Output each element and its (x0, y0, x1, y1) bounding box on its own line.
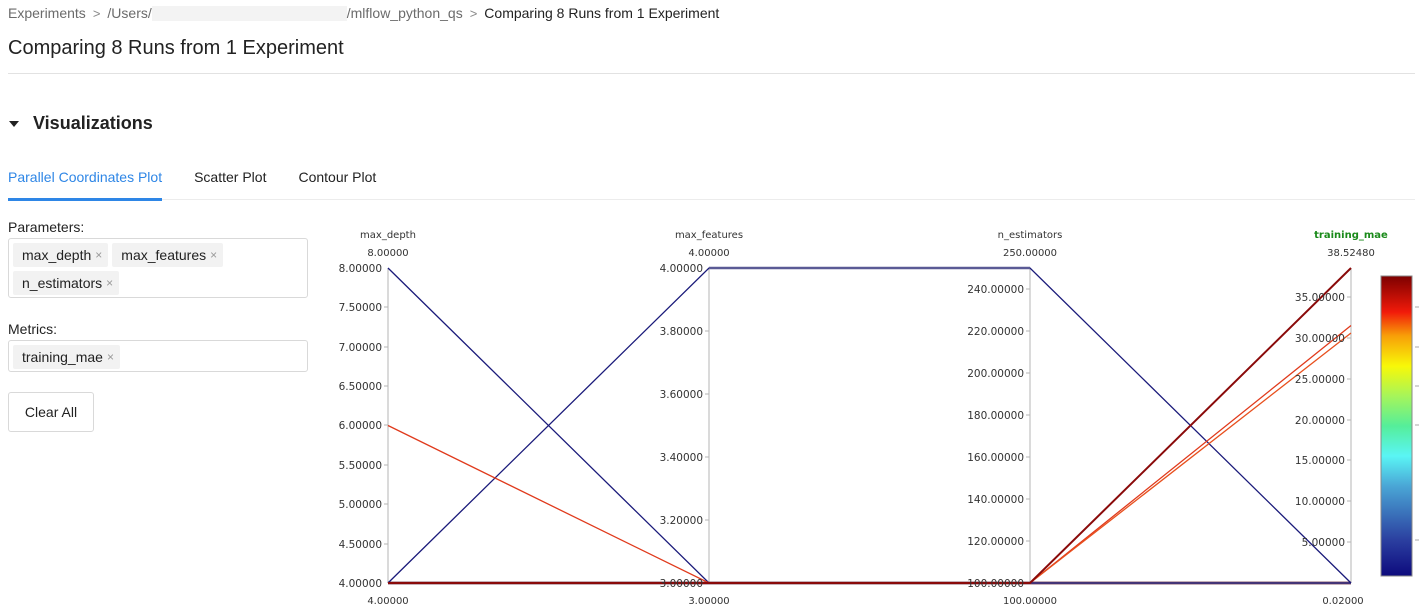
caret-down-icon[interactable] (9, 120, 19, 127)
svg-text:6.00000: 6.00000 (339, 420, 382, 432)
clear-all-button[interactable]: Clear All (8, 392, 94, 432)
svg-text:4.50000: 4.50000 (339, 539, 382, 551)
tab-parallel-coordinates[interactable]: Parallel Coordinates Plot (8, 160, 163, 201)
svg-text:3.80000: 3.80000 (660, 326, 703, 338)
axis-title-max-depth: max_depth (360, 230, 416, 241)
axis-top-max-features: 4.00000 (688, 248, 729, 259)
breadcrumb-users-path[interactable]: /Users/ (107, 5, 152, 21)
tab-scatter-plot[interactable]: Scatter Plot (194, 169, 267, 185)
parameters-select[interactable]: max_depth × max_features × n_estimators … (8, 238, 308, 298)
axes (387, 268, 1352, 583)
breadcrumb: Experiments > /Users/ /mlflow_python_qs … (8, 5, 719, 21)
svg-text:5.00000: 5.00000 (339, 499, 382, 511)
breadcrumb-experiment[interactable]: /mlflow_python_qs (346, 5, 463, 21)
colorbar (1380, 275, 1419, 577)
svg-text:4.00000: 4.00000 (660, 263, 703, 275)
axis-top-n-estimators: 250.00000 (1003, 248, 1057, 259)
svg-text:100.00000: 100.00000 (967, 578, 1024, 590)
svg-text:180.00000: 180.00000 (967, 410, 1024, 422)
svg-text:6.50000: 6.50000 (339, 381, 382, 393)
breadcrumb-current: Comparing 8 Runs from 1 Experiment (484, 5, 720, 21)
section-title: Visualizations (33, 113, 153, 133)
chevron-right-icon: > (92, 5, 101, 21)
remove-icon[interactable]: × (95, 248, 103, 262)
svg-text:7.50000: 7.50000 (339, 302, 382, 314)
param-chip-max-depth: max_depth × (13, 243, 109, 267)
metric-chip-training-mae: training_mae × (13, 345, 120, 369)
metrics-label: Metrics: (8, 321, 57, 337)
svg-text:200.00000: 200.00000 (967, 368, 1024, 380)
chevron-right-icon: > (469, 5, 478, 21)
tick-labels: 8.00000 7.50000 7.00000 6.50000 6.00000 … (339, 263, 1345, 590)
svg-text:120.00000: 120.00000 (967, 536, 1024, 548)
redacted-path-segment (151, 5, 347, 21)
svg-text:4.00000: 4.00000 (339, 578, 382, 590)
svg-text:20.00000: 20.00000 (1295, 415, 1345, 427)
axis-bottom-training-mae: 0.02000 (1322, 596, 1363, 607)
run-lines (387, 266, 1352, 585)
svg-text:15.00000: 15.00000 (1295, 455, 1345, 467)
svg-text:160.00000: 160.00000 (967, 452, 1024, 464)
param-chip-n-estimators: n_estimators × (13, 271, 120, 295)
svg-text:3.20000: 3.20000 (660, 515, 703, 527)
svg-text:3.60000: 3.60000 (660, 389, 703, 401)
svg-text:5.50000: 5.50000 (339, 460, 382, 472)
axis-title-training-mae: training_mae (1314, 230, 1388, 241)
tab-contour-plot[interactable]: Contour Plot (298, 169, 377, 185)
axis-bottom-max-depth: 4.00000 (367, 596, 408, 607)
metrics-select[interactable]: training_mae × (8, 340, 308, 372)
parameters-label: Parameters: (8, 219, 85, 235)
svg-text:140.00000: 140.00000 (967, 494, 1024, 506)
svg-text:25.00000: 25.00000 (1295, 374, 1345, 386)
svg-text:240.00000: 240.00000 (967, 284, 1024, 296)
axis-top-max-depth: 8.00000 (367, 248, 408, 259)
svg-text:8.00000: 8.00000 (339, 263, 382, 275)
breadcrumb-experiments[interactable]: Experiments (8, 5, 86, 21)
visualizations-section-header[interactable]: Visualizations (8, 113, 153, 134)
svg-text:3.40000: 3.40000 (660, 452, 703, 464)
page-title: Comparing 8 Runs from 1 Experiment (8, 37, 344, 59)
svg-text:30.00000: 30.00000 (1295, 333, 1345, 345)
axis-title-max-features: max_features (675, 230, 743, 241)
remove-icon[interactable]: × (210, 248, 218, 262)
visualization-tabs: Parallel Coordinates Plot Scatter Plot C… (8, 160, 1415, 201)
axis-top-training-mae: 38.52480 (1327, 248, 1375, 259)
axis-bottom-n-estimators: 100.00000 (1003, 596, 1057, 607)
header-divider (8, 73, 1415, 74)
svg-text:3.00000: 3.00000 (660, 578, 703, 590)
axis-bottom-max-features: 3.00000 (688, 596, 729, 607)
axis-title-n-estimators: n_estimators (998, 230, 1063, 241)
svg-text:35.00000: 35.00000 (1295, 292, 1345, 304)
svg-text:7.00000: 7.00000 (339, 342, 382, 354)
svg-text:10.00000: 10.00000 (1295, 496, 1345, 508)
remove-icon[interactable]: × (106, 276, 114, 290)
svg-text:220.00000: 220.00000 (967, 326, 1024, 338)
svg-text:5.00000: 5.00000 (1302, 537, 1345, 549)
remove-icon[interactable]: × (106, 350, 114, 364)
param-chip-max-features: max_features × (112, 243, 224, 267)
